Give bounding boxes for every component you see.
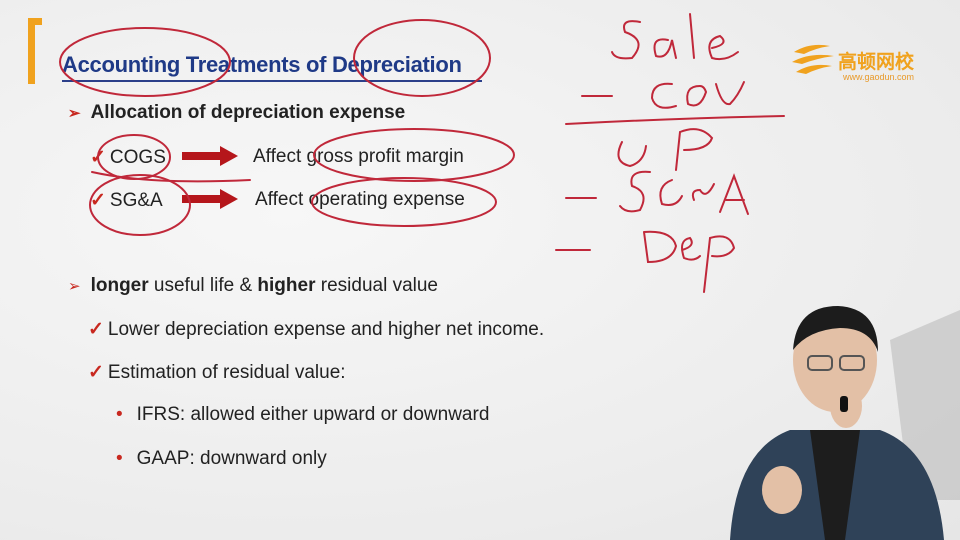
sga-underline <box>91 171 251 183</box>
title-circle-accounting <box>59 27 231 97</box>
sga-label: SG&A <box>109 190 163 211</box>
check-estimation: ✓ Estimation of residual value: <box>88 361 346 384</box>
sga-circle <box>89 174 191 236</box>
logo-name: 高顿网校 <box>838 51 915 73</box>
operating-expense-circle <box>311 177 497 227</box>
title-bracket-decoration <box>28 18 42 84</box>
dot-bullet-icon: • <box>116 404 123 425</box>
presenter-video-overlay <box>730 306 960 540</box>
row-sga: ✓ SG&A <box>90 189 163 212</box>
dot-ifrs: • IFRS: allowed either upward or downward <box>116 404 489 426</box>
bold-higher: higher <box>257 275 316 296</box>
check-icon: ✓ <box>88 319 104 340</box>
bullet-allocation: ➢ Allocation of depreciation expense <box>68 102 405 124</box>
slide-title: Accounting Treatments of Depreciation <box>62 52 462 77</box>
sga-effect: Affect operating expense <box>255 189 465 210</box>
title-circle-depreciation <box>353 19 491 97</box>
gaodun-logo-icon <box>792 44 834 74</box>
check-icon: ✓ <box>90 190 106 211</box>
title-underline <box>62 80 482 82</box>
bold-longer: longer <box>90 275 149 296</box>
arrow-bullet-icon: ➢ <box>68 105 81 122</box>
cogs-effect: Affect gross profit margin <box>253 146 464 167</box>
red-arrow-icon <box>182 146 238 166</box>
gaap-text: GAAP: downward only <box>136 448 327 469</box>
residual-text: residual value <box>315 275 439 296</box>
red-arrow-icon <box>182 189 238 209</box>
cogs-label: COGS <box>109 147 166 168</box>
dot-gaap: • GAAP: downward only <box>116 448 327 470</box>
lower-depreciation-text: Lower depreciation expense and higher ne… <box>107 319 545 340</box>
gross-profit-circle <box>313 128 515 182</box>
row-cogs: ✓ COGS <box>90 146 166 169</box>
arrow-bullet-icon: ➢ <box>68 278 81 295</box>
useful-life-text: useful life & <box>148 275 258 296</box>
check-lower-depreciation: ✓ Lower depreciation expense and higher n… <box>88 318 544 341</box>
check-icon: ✓ <box>88 362 104 383</box>
cogs-circle <box>97 134 171 180</box>
bullet-useful-life: ➢ longer useful life & higher residual va… <box>68 275 438 297</box>
logo-url: www.gaodun.com <box>843 72 915 82</box>
ink-sale-s <box>611 20 641 60</box>
allocation-heading: Allocation of depreciation expense <box>90 102 406 123</box>
estimation-text: Estimation of residual value: <box>107 362 346 383</box>
dot-bullet-icon: • <box>116 448 123 469</box>
ifrs-text: IFRS: allowed either upward or downward <box>136 404 490 425</box>
